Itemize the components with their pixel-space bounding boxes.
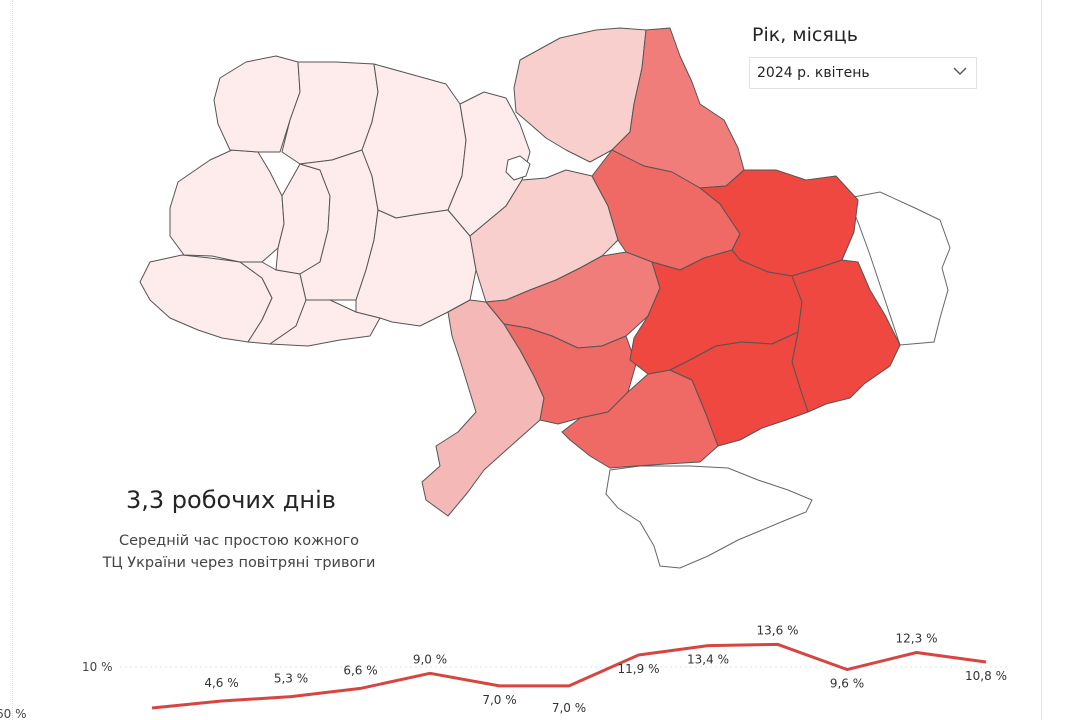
region-vinnytsia[interactable]: [355, 209, 477, 327]
kpi-downtime-value: 3,3 робочих днів: [126, 486, 336, 514]
kpi-caption: Середній час простою кожного ТЦ України …: [80, 530, 398, 574]
downtime-trend-line-chart: 10 % 60 % 4,6 % 5,3 % 6,6 % 9,0 % 7,0 % 7,0 %…: [0, 623, 1010, 720]
trend-point-label: 10,8 %: [965, 669, 1007, 683]
report-frame-left-border: [12, 0, 13, 720]
region-donetsk[interactable]: [791, 259, 901, 413]
region-zhytomyr[interactable]: [361, 63, 467, 219]
region-lviv[interactable]: [169, 149, 285, 263]
trend-point-label: 7,0 %: [482, 693, 516, 707]
kpi-caption-line-2: ТЦ України через повітряні тривоги: [102, 555, 376, 571]
filter-label-year-month: Рік, місяць: [752, 24, 858, 46]
trend-point-label: 13,4 %: [687, 653, 729, 667]
trend-series-line: [151, 642, 987, 710]
trend-point-label: 6,6 %: [343, 663, 377, 677]
reference-label-10-percent: 10 %: [82, 660, 113, 674]
region-luhansk-east[interactable]: [847, 191, 951, 346]
year-month-dropdown[interactable]: 2024 р. квітень: [749, 57, 977, 89]
chevron-down-icon[interactable]: [952, 63, 968, 79]
kpi-caption-line-1: Середній час простою кожного: [119, 533, 359, 549]
trend-point-label: 12,3 %: [896, 632, 938, 646]
trend-data-labels: 4,6 % 5,3 % 6,6 % 9,0 % 7,0 % 7,0 % 11,9 % 13,4…: [204, 623, 1007, 715]
year-month-selected-value: 2024 р. квітень: [757, 65, 870, 81]
report-frame-right-border: [1041, 0, 1042, 720]
trend-point-label: 7,0 %: [552, 701, 586, 715]
trend-point-label: 9,0 %: [413, 652, 447, 666]
region-volyn[interactable]: [213, 55, 301, 153]
trend-point-label: 9,6 %: [830, 677, 864, 691]
trend-point-label: 5,3 %: [274, 672, 308, 686]
region-kherson[interactable]: [561, 369, 719, 469]
trend-point-label: 13,6 %: [757, 623, 799, 637]
ukraine-choropleth-map: [139, 27, 951, 569]
cut-axis-label: 60 %: [0, 707, 27, 720]
region-kyiv-city[interactable]: [505, 155, 531, 181]
trend-point-label: 4,6 %: [204, 676, 238, 690]
region-crimea[interactable]: [605, 465, 813, 569]
region-zaporizhzhia[interactable]: [669, 331, 809, 447]
trend-point-label: 11,9 %: [618, 662, 660, 676]
